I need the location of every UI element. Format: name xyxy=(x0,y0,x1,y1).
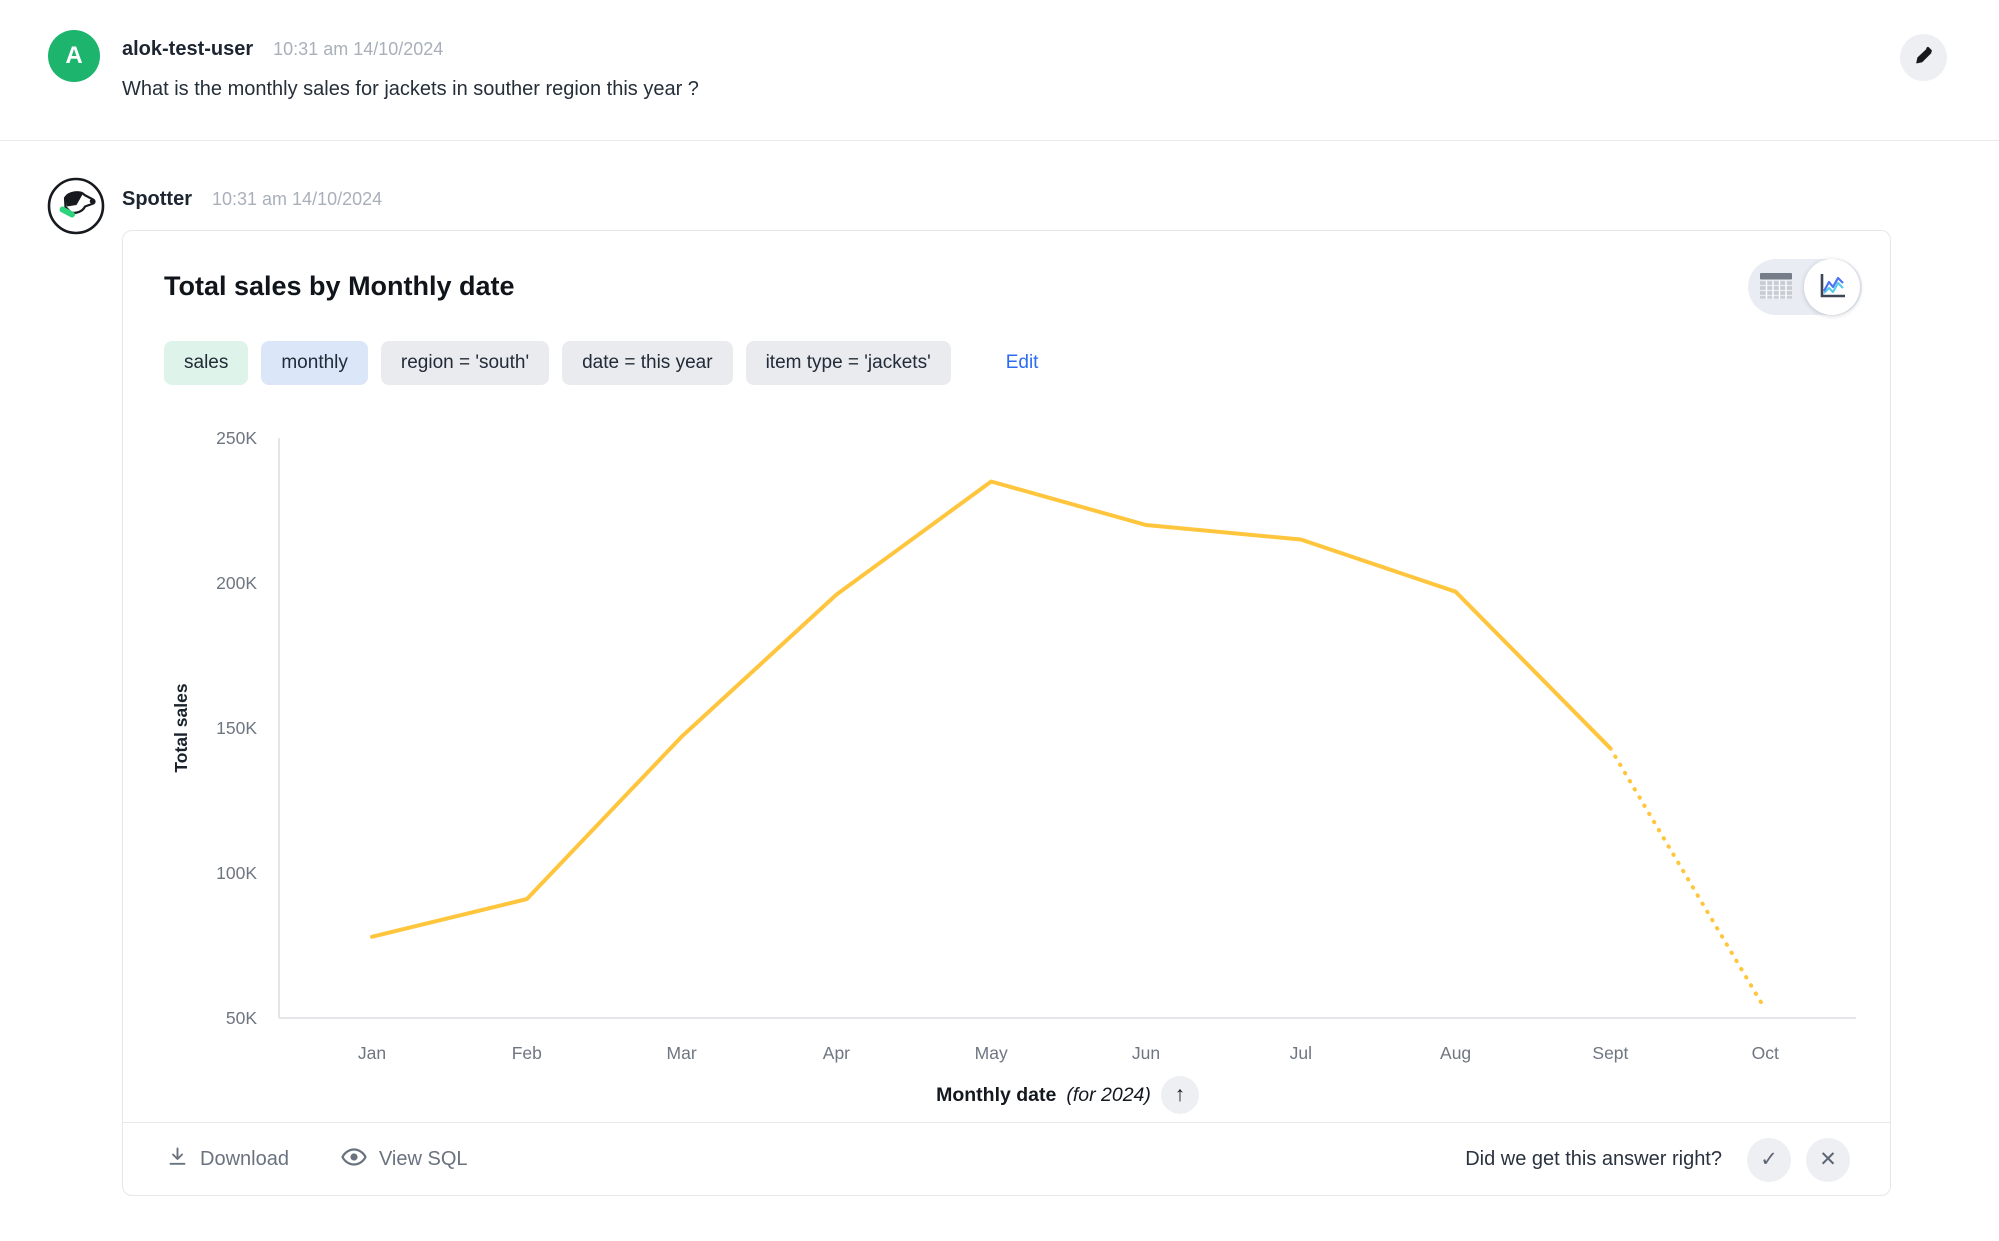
download-icon xyxy=(167,1146,188,1173)
x-axis-title: Monthly date (for 2024) ↑ xyxy=(279,1076,1856,1114)
download-button[interactable]: Download xyxy=(167,1146,289,1173)
sales-line-chart: 50K 100K 150K 200K 250K Total sales Jan Feb Mar A… xyxy=(171,428,1856,1063)
svg-text:Apr: Apr xyxy=(823,1043,850,1063)
avatar: A xyxy=(48,30,100,82)
svg-text:Sept: Sept xyxy=(1592,1043,1628,1063)
answer-incorrect-button[interactable]: ✕ xyxy=(1806,1137,1850,1182)
x-axis-title-text: Monthly date xyxy=(936,1083,1057,1106)
filter-chip-4[interactable]: item type = 'jackets' xyxy=(745,341,951,385)
view-mode-toggle xyxy=(1748,259,1862,315)
y-axis-labels: 50K 100K 150K 200K 250K xyxy=(216,428,257,1028)
answer-correct-button[interactable]: ✓ xyxy=(1747,1137,1791,1182)
y-axis-title: Total sales xyxy=(171,683,191,772)
filter-chip-1[interactable]: monthly xyxy=(261,341,368,385)
user-name: alok-test-user xyxy=(122,38,254,60)
view-sql-button[interactable]: View SQL xyxy=(341,1147,468,1172)
spotter-avatar xyxy=(46,176,106,236)
sales-line-solid xyxy=(370,479,1613,939)
check-icon: ✓ xyxy=(1760,1148,1778,1171)
answer-card: Total sales by Monthly date xyxy=(122,230,1891,1196)
table-icon xyxy=(1759,272,1793,302)
svg-text:Feb: Feb xyxy=(512,1043,542,1063)
svg-text:150K: 150K xyxy=(216,718,257,738)
line-chart-icon xyxy=(1817,271,1848,303)
download-label: Download xyxy=(200,1148,289,1170)
edit-message-button[interactable] xyxy=(1900,34,1947,81)
svg-text:200K: 200K xyxy=(216,573,257,593)
svg-text:Aug: Aug xyxy=(1440,1043,1471,1063)
table-view-toggle[interactable] xyxy=(1748,259,1804,315)
svg-text:May: May xyxy=(975,1043,1008,1063)
sales-line-projected-dotted xyxy=(1608,746,1768,1012)
chart-view-toggle[interactable] xyxy=(1804,259,1860,315)
sort-ascending-button[interactable]: ↑ xyxy=(1160,1076,1199,1114)
svg-text:Oct: Oct xyxy=(1752,1043,1779,1063)
svg-text:Jan: Jan xyxy=(358,1043,386,1063)
x-axis-title-period: (for 2024) xyxy=(1066,1083,1151,1106)
x-axis-labels: Jan Feb Mar Apr May Jun Jul Aug Sept Oct xyxy=(358,1043,1779,1063)
view-sql-label: View SQL xyxy=(378,1148,468,1170)
query-chips-row: sales monthly region = 'south' date = this … xyxy=(164,341,1038,385)
user-timestamp: 10:31 am 14/10/2024 xyxy=(273,39,444,59)
edit-query-link[interactable]: Edit xyxy=(1005,352,1039,373)
filter-chip-2[interactable]: region = 'south' xyxy=(380,341,550,385)
user-question-text: What is the monthly sales for jackets in… xyxy=(122,78,699,100)
card-footer: Download View SQL Did we get this answer… xyxy=(123,1122,1890,1196)
filter-chip-3[interactable]: date = this year xyxy=(562,341,733,385)
section-divider xyxy=(0,140,1999,141)
svg-text:100K: 100K xyxy=(216,863,257,883)
chart-axes xyxy=(278,438,1856,1019)
filter-chip-0[interactable]: sales xyxy=(164,341,249,385)
chart-title: Total sales by Monthly date xyxy=(164,271,515,301)
feedback-question: Did we get this answer right? xyxy=(1465,1148,1722,1170)
svg-text:Mar: Mar xyxy=(667,1043,697,1063)
svg-text:250K: 250K xyxy=(216,428,257,448)
close-icon: ✕ xyxy=(1819,1148,1837,1171)
pencil-icon xyxy=(1913,46,1934,70)
bot-timestamp: 10:31 am 14/10/2024 xyxy=(212,189,383,209)
svg-text:Jun: Jun xyxy=(1132,1043,1160,1063)
svg-text:50K: 50K xyxy=(226,1008,257,1028)
bot-name: Spotter xyxy=(122,188,192,210)
svg-text:Jul: Jul xyxy=(1290,1043,1312,1063)
arrow-up-icon: ↑ xyxy=(1174,1083,1186,1106)
eye-icon xyxy=(341,1147,367,1172)
